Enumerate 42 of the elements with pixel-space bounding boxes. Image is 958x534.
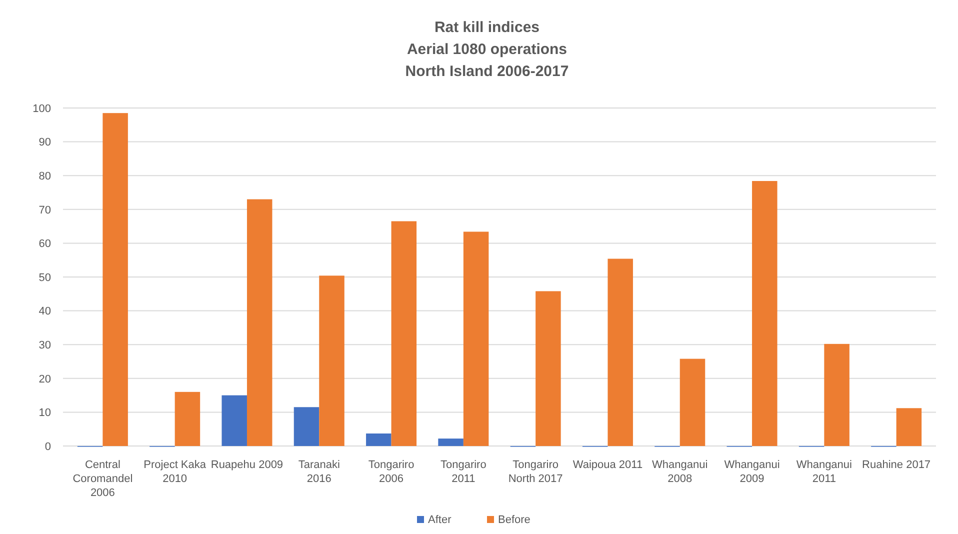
x-tick-label: Whanganui 2011 (796, 459, 852, 485)
y-tick-label: 30 (38, 339, 51, 352)
bar (391, 221, 417, 446)
bar (438, 438, 464, 446)
y-tick-label: 80 (38, 170, 51, 182)
bar (246, 199, 272, 446)
y-tick-label: 10 (38, 407, 51, 420)
bar (536, 291, 561, 446)
x-tick-label: Ruahine 2017 (862, 459, 931, 471)
y-tick-label: 70 (38, 204, 51, 216)
legend-label: Before (498, 514, 530, 526)
x-tick-label: Project Kaka 2010 (144, 459, 207, 485)
y-tick-label: 60 (38, 238, 51, 250)
y-tick-label: 0 (44, 440, 51, 453)
x-tick-label: Taranaki 2016 (298, 459, 340, 485)
bar (752, 181, 778, 446)
y-tick-label: 90 (38, 136, 51, 149)
x-tick-label: Ruapehu 2009 (210, 459, 284, 471)
x-tick-label: Waipoua 2011 (572, 459, 643, 471)
bar (824, 344, 850, 446)
x-tick-label: Whanganui 2009 (724, 459, 780, 485)
bar (608, 258, 633, 446)
bar (896, 408, 922, 446)
legend-label: After (428, 514, 452, 526)
bar (222, 395, 247, 446)
y-tick-label: 100 (32, 102, 51, 115)
y-tick-label: 40 (38, 306, 51, 318)
bar (680, 358, 706, 446)
bar (102, 113, 128, 446)
x-tick-label: Tongariro North 2017 (508, 459, 563, 485)
y-tick-label: 50 (38, 272, 51, 284)
bar (174, 392, 200, 446)
chart-title: Rat kill indices Aerial 1080 operations North Island 2006-2017 (405, 19, 569, 80)
x-tick-label: Whanganui 2008 (652, 459, 708, 485)
y-tick-label: 20 (38, 373, 51, 386)
bar (366, 433, 392, 446)
x-tick-label: Tongariro 2011 (440, 459, 486, 485)
bar (463, 232, 489, 446)
x-tick-label: Tongariro 2006 (368, 459, 414, 485)
bar (319, 276, 344, 446)
bar (294, 407, 320, 446)
x-tick-label: Central Coromandel 2006 (72, 459, 133, 499)
